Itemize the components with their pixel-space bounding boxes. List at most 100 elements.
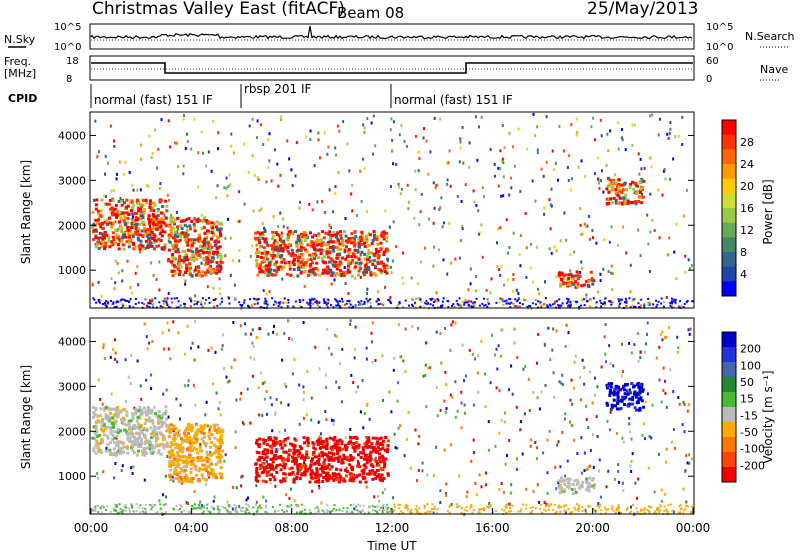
ground-scatter-cell (604, 303, 607, 306)
ground-scatter-cell (109, 300, 112, 302)
echo-cell (170, 254, 174, 258)
scatter-cell (585, 404, 588, 408)
scatter-cell (579, 398, 582, 402)
ground-scatter-cell (121, 512, 124, 515)
scatter-cell (674, 135, 677, 139)
scatter-cell (662, 366, 665, 370)
echo-cell (194, 432, 198, 435)
ground-scatter-cell (424, 302, 427, 305)
echo-cell (92, 425, 96, 429)
scatter-cell (314, 345, 317, 349)
scatter-cell (145, 378, 148, 382)
ground-scatter-cell (461, 507, 463, 510)
echo-cell (95, 221, 99, 225)
scatter-cell (104, 154, 107, 158)
echo-cell (320, 241, 324, 245)
scatter-cell (500, 418, 503, 422)
scatter-cell (435, 386, 438, 389)
echo-cell (183, 429, 187, 433)
ground-scatter-cell (655, 306, 658, 308)
echo-cell (107, 202, 111, 206)
scatter-cell (100, 294, 103, 298)
echo-cell (117, 247, 121, 251)
echo-cell (274, 466, 278, 470)
scatter-cell (665, 447, 668, 451)
ground-scatter-cell (509, 306, 512, 309)
echo-cell (350, 241, 354, 245)
echo-cell (302, 233, 305, 237)
scatter-cell (302, 398, 305, 402)
scatter-cell (472, 438, 475, 442)
scatter-cell (669, 127, 672, 131)
scatter-cell (630, 437, 633, 441)
scatter-cell (590, 125, 593, 129)
scatter-cell (594, 509, 597, 513)
echo-cell (155, 227, 158, 231)
echo-cell (255, 262, 259, 266)
scatter-cell (400, 187, 403, 191)
echo-cell (104, 413, 108, 417)
echo-cell (319, 252, 323, 256)
scatter-cell (414, 134, 417, 138)
ground-scatter-cell (278, 303, 281, 306)
scatter-cell (608, 240, 611, 244)
echo-cell (297, 238, 301, 242)
echo-cell (209, 462, 213, 466)
scatter-cell (251, 244, 254, 248)
echo-cell (203, 246, 207, 250)
ground-scatter-cell (657, 300, 660, 303)
scatter-cell (241, 474, 244, 478)
echo-cell (201, 247, 205, 251)
scatter-cell (664, 391, 667, 395)
scatter-cell (255, 336, 258, 339)
scatter-cell (628, 416, 631, 420)
echo-cell (339, 233, 343, 237)
scatter-cell (406, 144, 409, 148)
echo-cell (198, 467, 202, 471)
echo-cell (271, 230, 275, 234)
scatter-cell (396, 399, 399, 403)
scatter-cell (478, 473, 481, 477)
echo-cell (367, 268, 371, 271)
ground-scatter-cell (381, 302, 384, 305)
scatter-cell (478, 125, 480, 129)
echo-cell (328, 270, 332, 274)
ground-scatter-cell (604, 512, 607, 515)
ground-scatter-cell (228, 505, 231, 508)
scatter-cell (228, 379, 231, 383)
echo-cell (333, 456, 337, 460)
ground-scatter-cell (278, 301, 281, 304)
echo-cell (373, 233, 376, 237)
echo-cell (336, 231, 340, 235)
echo-cell (120, 199, 124, 203)
ground-scatter-cell (280, 306, 283, 309)
ground-scatter-cell (363, 512, 366, 515)
ground-scatter-cell (542, 303, 545, 306)
echo-cell (212, 250, 216, 254)
ground-scatter-cell (159, 507, 162, 510)
echo-cell (344, 257, 348, 261)
echo-cell (149, 199, 152, 203)
scatter-cell (561, 373, 564, 377)
scatter-cell (535, 245, 538, 249)
scatter-cell (310, 418, 313, 422)
echo-cell (134, 425, 138, 429)
echo-cell (140, 431, 144, 435)
scatter-cell (607, 270, 610, 274)
scatter-cell (212, 382, 214, 386)
scatter-cell (600, 134, 603, 138)
echo-cell (216, 235, 219, 239)
ground-scatter-cell (419, 298, 422, 301)
scatter-cell (170, 213, 173, 217)
scatter-cell (538, 500, 541, 504)
echo-cell (211, 229, 215, 233)
echo-cell (370, 463, 374, 467)
scatter-cell (213, 222, 216, 226)
echo-cell (108, 245, 112, 249)
echo-cell (218, 441, 222, 445)
echo-cell (340, 440, 344, 444)
echo-cell (264, 268, 268, 272)
echo-cell (266, 270, 270, 274)
echo-cell (130, 226, 134, 230)
echo-cell (114, 419, 118, 423)
